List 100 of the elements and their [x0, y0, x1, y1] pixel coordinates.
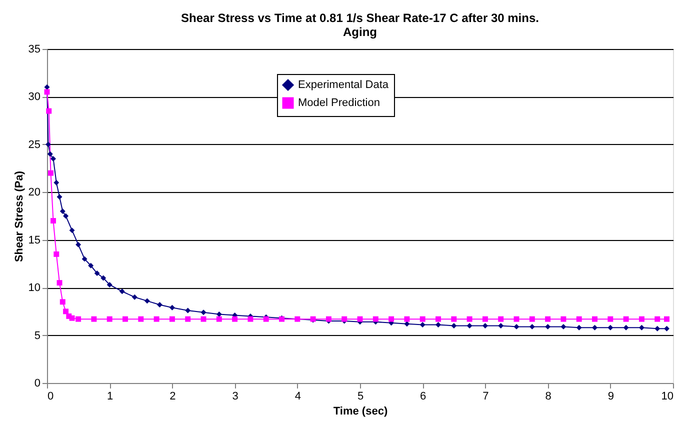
point: [560, 324, 566, 330]
point: [91, 316, 97, 322]
point: [372, 316, 378, 322]
point: [404, 321, 410, 327]
point: [514, 316, 520, 322]
point: [47, 151, 53, 157]
point: [63, 308, 69, 314]
y-tick-label: 0: [34, 378, 40, 390]
y-axis-title: Shear Stress (Pa): [13, 170, 26, 262]
point: [56, 194, 62, 200]
point: [608, 316, 614, 322]
y-tick-label: 5: [34, 330, 40, 342]
point: [638, 316, 644, 322]
point: [122, 316, 128, 322]
x-tick-label: 8: [545, 390, 552, 402]
point: [623, 316, 629, 322]
point: [54, 180, 60, 186]
point: [44, 89, 50, 95]
point: [529, 324, 535, 330]
point: [514, 324, 520, 330]
point: [420, 316, 426, 322]
x-tick-label: 9: [608, 390, 614, 402]
point: [404, 316, 410, 322]
x-tick-label: 0: [48, 390, 54, 402]
point: [357, 316, 363, 322]
point: [82, 256, 88, 262]
y-tick-label: 10: [28, 282, 40, 294]
point: [451, 323, 457, 328]
point: [154, 316, 160, 322]
point: [608, 324, 614, 330]
point: [545, 324, 551, 330]
x-tick-label: 10: [661, 390, 674, 402]
y-tick-label: 15: [28, 234, 40, 246]
point: [76, 316, 82, 322]
point: [216, 316, 222, 322]
point: [156, 302, 162, 308]
point: [654, 326, 660, 332]
point: [466, 323, 472, 328]
point: [119, 288, 125, 294]
text: Aging: [343, 25, 377, 39]
point: [248, 316, 254, 322]
y-tick-label: 30: [28, 91, 40, 104]
x-axis-title: Time (sec): [333, 406, 388, 418]
point: [200, 310, 206, 316]
point: [466, 316, 472, 322]
point: [69, 228, 75, 234]
point: [545, 316, 551, 322]
point: [654, 316, 660, 322]
point: [200, 316, 206, 322]
y-tick-label: 25: [28, 138, 40, 151]
point: [388, 316, 394, 322]
point: [54, 251, 60, 257]
legend-label: Experimental Data: [298, 79, 390, 91]
point: [106, 316, 112, 322]
point: [48, 170, 54, 176]
x-tick-label: 7: [482, 390, 489, 402]
point: [50, 218, 56, 224]
point: [592, 324, 598, 330]
legend-label: Model Prediction: [298, 97, 380, 109]
point: [664, 316, 670, 322]
point: [436, 316, 441, 322]
point: [436, 322, 441, 328]
x-tick-label: 1: [107, 390, 114, 402]
point: [44, 84, 50, 90]
x-tick-label: 5: [357, 390, 364, 402]
x-tick-label: 4: [294, 390, 301, 402]
point: [623, 324, 629, 330]
point: [185, 316, 191, 322]
point: [451, 316, 457, 322]
point: [63, 213, 69, 219]
point: [560, 316, 566, 322]
point: [100, 275, 106, 281]
point: [664, 326, 670, 332]
text: Shear Stress vs Time at 0.81 1/s Shear Rate-17 C after 30 mins.: [181, 11, 539, 25]
point: [638, 324, 644, 330]
point: [76, 242, 82, 248]
point: [420, 322, 426, 328]
point: [46, 142, 51, 148]
point: [106, 282, 112, 288]
point: [88, 262, 94, 268]
x-tick-label: 3: [232, 390, 238, 402]
point: [498, 316, 504, 322]
point: [50, 156, 56, 162]
point: [60, 299, 66, 305]
point: [69, 315, 75, 321]
point: [185, 308, 191, 314]
point: [56, 280, 62, 286]
point: [46, 108, 52, 114]
x-tick-label: 2: [170, 390, 176, 402]
point: [94, 270, 100, 276]
x-tick-label: 6: [420, 390, 426, 402]
point: [482, 323, 488, 328]
y-tick-label: 35: [28, 44, 40, 56]
point: [169, 316, 175, 322]
point: [60, 208, 66, 214]
point: [529, 316, 535, 322]
y-tick-label: 20: [28, 186, 40, 199]
point: [592, 316, 598, 322]
point: [144, 298, 150, 304]
point: [498, 323, 504, 328]
